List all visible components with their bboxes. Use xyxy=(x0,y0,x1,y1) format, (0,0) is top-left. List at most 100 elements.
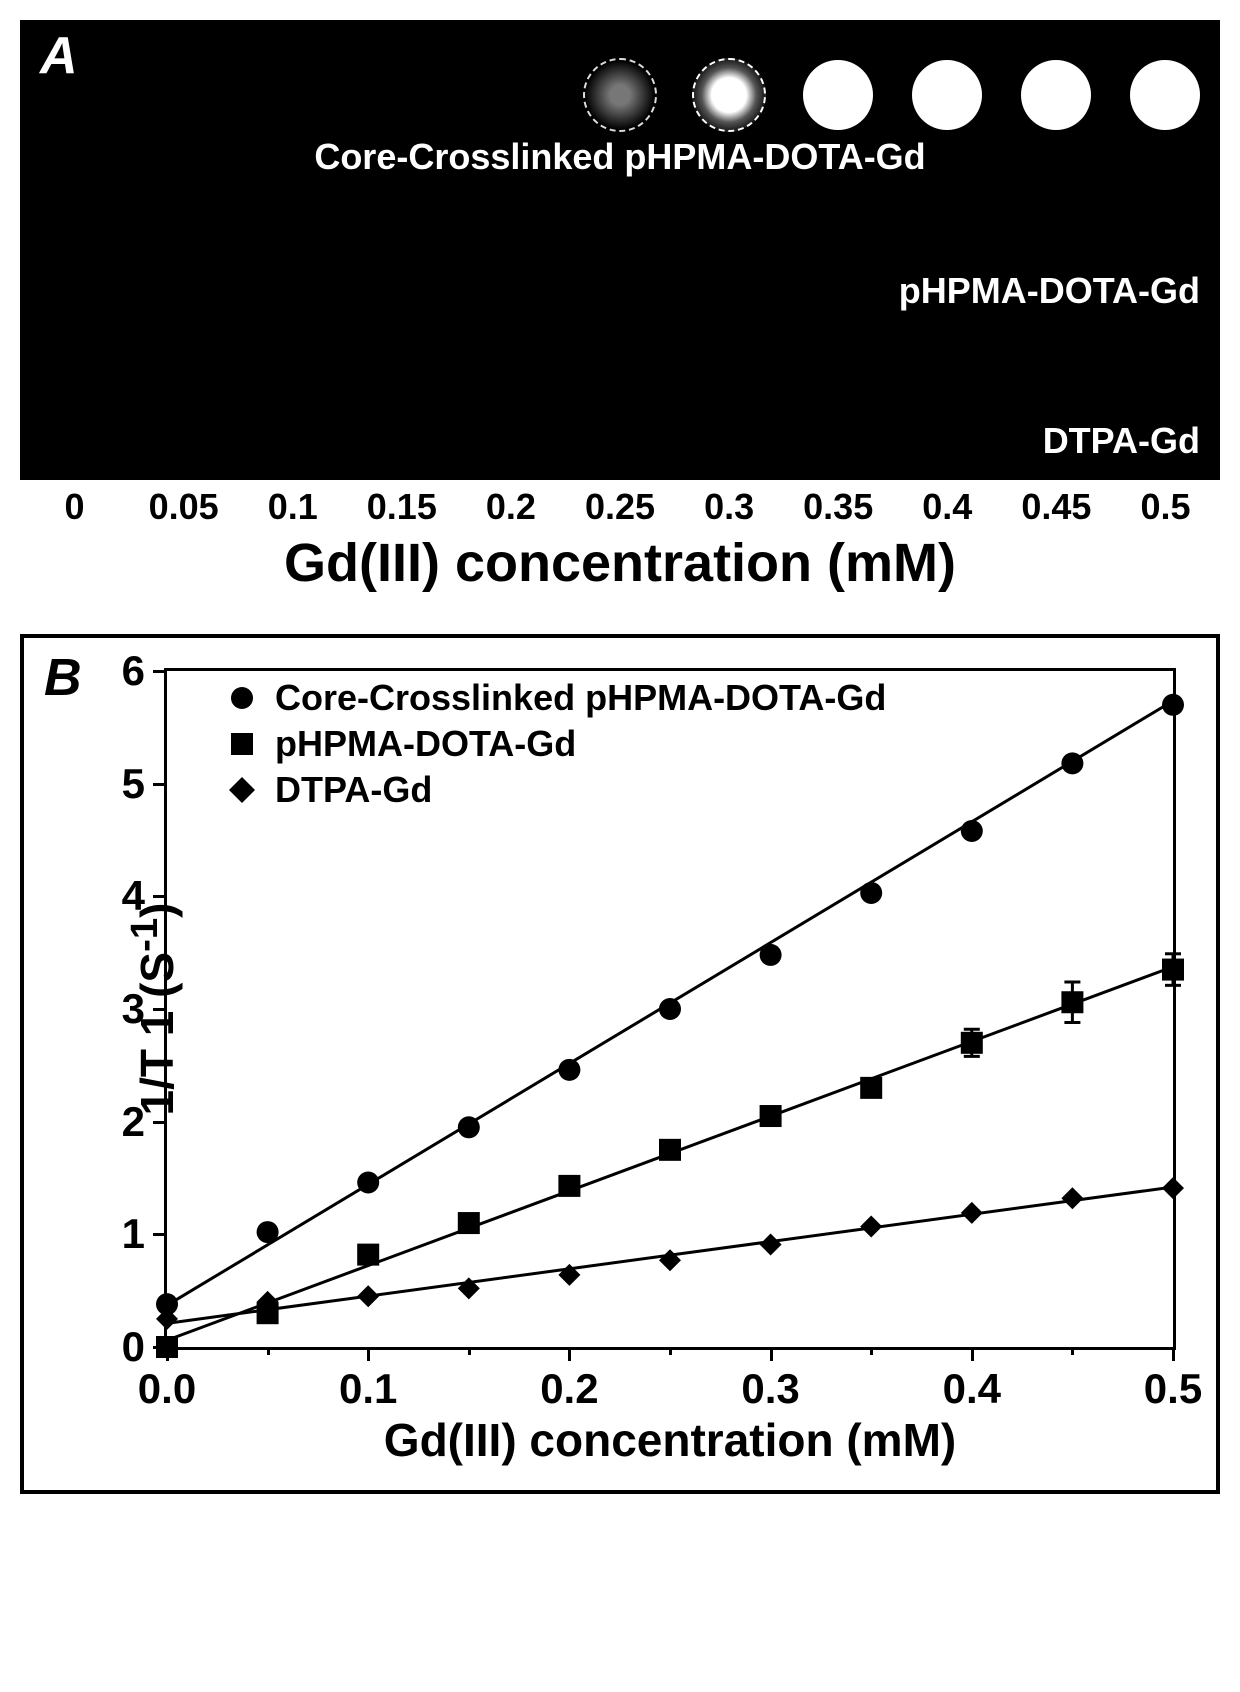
data-marker xyxy=(1061,1187,1083,1209)
mri-cell xyxy=(129,50,238,140)
data-marker xyxy=(357,1285,379,1307)
x-tick-label: 0.5 xyxy=(1144,1365,1202,1413)
mri-cell xyxy=(1111,50,1220,140)
x-minor-tick xyxy=(267,1347,270,1355)
mri-row xyxy=(20,50,1220,140)
panel-b-label: B xyxy=(44,648,82,708)
panel-a-x-ticks: 00.050.10.150.20.250.30.350.40.450.5 xyxy=(20,486,1220,528)
panel-a-tick-label: 0.25 xyxy=(565,486,674,528)
x-tick-label: 0.1 xyxy=(339,1365,397,1413)
mri-cell xyxy=(456,50,565,140)
mri-cell xyxy=(238,50,347,140)
mri-dot xyxy=(912,60,982,130)
panel-a-tick-label: 0.2 xyxy=(456,486,565,528)
mri-row-label: Core-Crosslinked pHPMA-DOTA-Gd xyxy=(314,136,925,178)
panel-a-tick-label: 0.3 xyxy=(675,486,784,528)
mri-cell xyxy=(238,210,347,300)
y-tick-label: 4 xyxy=(122,872,145,920)
mri-cell xyxy=(784,50,893,140)
data-marker xyxy=(659,1249,681,1271)
data-marker xyxy=(458,1212,480,1234)
data-marker xyxy=(1061,991,1083,1013)
mri-cell xyxy=(675,210,784,300)
data-marker xyxy=(357,1172,379,1194)
mri-cell xyxy=(565,370,674,460)
panel-a-x-title: Gd(III) concentration (mM) xyxy=(20,532,1220,594)
x-minor-tick xyxy=(468,1347,471,1355)
x-tick-label: 0.2 xyxy=(540,1365,598,1413)
mri-cell xyxy=(129,210,238,300)
mri-cell xyxy=(784,210,893,300)
data-marker xyxy=(961,820,983,842)
mri-cell xyxy=(238,370,347,460)
x-tick xyxy=(971,1347,974,1361)
data-marker xyxy=(659,998,681,1020)
data-marker xyxy=(961,1202,983,1224)
data-marker xyxy=(1162,959,1184,981)
mri-dot xyxy=(1021,60,1091,130)
y-tick xyxy=(153,1233,167,1236)
panel-a-tick-label: 0.05 xyxy=(129,486,238,528)
mri-cell xyxy=(456,370,565,460)
mri-cell xyxy=(675,370,784,460)
mri-dot xyxy=(803,60,873,130)
y-tick-label: 2 xyxy=(122,1098,145,1146)
panel-a-tick-label: 0 xyxy=(20,486,129,528)
x-axis-title: Gd(III) concentration (mM) xyxy=(384,1413,956,1467)
mri-cell xyxy=(565,50,674,140)
data-marker xyxy=(558,1175,580,1197)
data-marker xyxy=(659,1139,681,1161)
mri-cell xyxy=(1002,50,1111,140)
x-tick xyxy=(568,1347,571,1361)
mri-cell xyxy=(565,210,674,300)
data-marker xyxy=(760,944,782,966)
y-tick xyxy=(153,1121,167,1124)
panel-a-tick-label: 0.4 xyxy=(893,486,1002,528)
x-tick xyxy=(367,1347,370,1361)
mri-cell xyxy=(893,370,1002,460)
mri-cell xyxy=(347,210,456,300)
mri-cell xyxy=(893,50,1002,140)
panel-b: B 1/T 1 (S-1) Gd(III) concentration (mM)… xyxy=(20,634,1220,1494)
mri-dot xyxy=(583,58,657,132)
y-tick-label: 5 xyxy=(122,760,145,808)
mri-cell xyxy=(20,370,129,460)
data-marker xyxy=(1061,752,1083,774)
figure: A Core-Crosslinked pHPMA-DOTA-Gd pHPMA-DO… xyxy=(0,0,1240,1514)
mri-row-label: DTPA-Gd xyxy=(1043,420,1200,462)
data-marker xyxy=(860,882,882,904)
mri-cell xyxy=(675,50,784,140)
data-marker xyxy=(760,1233,782,1255)
x-tick-label: 0.0 xyxy=(138,1365,196,1413)
panel-a: A Core-Crosslinked pHPMA-DOTA-Gd pHPMA-DO… xyxy=(20,20,1220,594)
data-marker xyxy=(458,1116,480,1138)
x-minor-tick xyxy=(870,1347,873,1355)
data-marker xyxy=(558,1059,580,1081)
panel-a-label: A xyxy=(40,26,78,86)
data-marker xyxy=(961,1032,983,1054)
mri-cell xyxy=(347,370,456,460)
data-marker xyxy=(860,1077,882,1099)
mri-row xyxy=(20,370,1220,460)
x-tick xyxy=(1172,1347,1175,1361)
y-tick-label: 3 xyxy=(122,985,145,1033)
mri-cell xyxy=(129,370,238,460)
y-tick xyxy=(153,895,167,898)
x-minor-tick xyxy=(1071,1347,1074,1355)
x-minor-tick xyxy=(669,1347,672,1355)
mri-row-label: pHPMA-DOTA-Gd xyxy=(899,270,1200,312)
y-tick xyxy=(153,1346,167,1349)
data-marker xyxy=(860,1215,882,1237)
data-marker xyxy=(357,1244,379,1266)
mri-cell xyxy=(347,50,456,140)
y-tick-label: 0 xyxy=(122,1323,145,1371)
data-marker xyxy=(760,1105,782,1127)
y-tick-label: 1 xyxy=(122,1210,145,1258)
mri-cell xyxy=(456,210,565,300)
panel-a-tick-label: 0.45 xyxy=(1002,486,1111,528)
plot-area: 1/T 1 (S-1) Gd(III) concentration (mM) C… xyxy=(164,668,1176,1350)
data-marker xyxy=(257,1221,279,1243)
y-tick xyxy=(153,1008,167,1011)
x-tick-label: 0.3 xyxy=(741,1365,799,1413)
mri-phantom-image: Core-Crosslinked pHPMA-DOTA-Gd pHPMA-DOTA… xyxy=(20,20,1220,480)
